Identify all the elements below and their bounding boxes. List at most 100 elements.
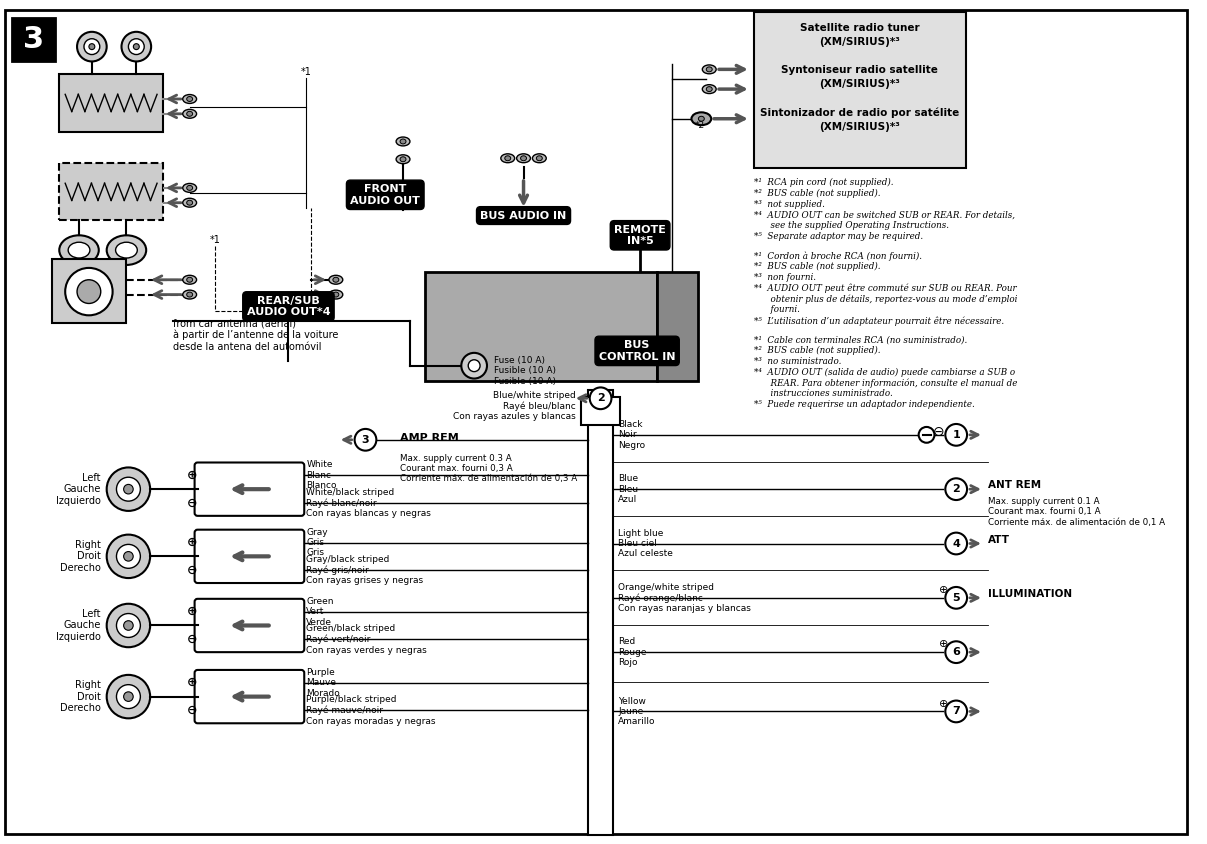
Bar: [59, 74, 163, 132]
Text: Green
Vert
Verde: Green Vert Verde: [307, 597, 333, 626]
Text: 4: 4: [952, 538, 960, 549]
Text: ⊕: ⊕: [186, 605, 197, 618]
Text: AMP REM: AMP REM: [400, 433, 459, 443]
Circle shape: [461, 353, 486, 379]
Circle shape: [106, 468, 150, 511]
Circle shape: [945, 587, 967, 609]
Text: *1: *1: [301, 68, 311, 78]
Text: *³  not supplied.: *³ not supplied.: [753, 200, 824, 208]
Text: ⊕: ⊕: [939, 585, 947, 595]
Ellipse shape: [333, 292, 339, 297]
Ellipse shape: [400, 157, 406, 162]
Text: from car antenna (aerial)
à partir de l’antenne de la voiture
desde la antena de: from car antenna (aerial) à partir de l’…: [173, 318, 338, 352]
Text: *²  BUS cable (not supplied).: *² BUS cable (not supplied).: [753, 189, 880, 198]
Text: 5: 5: [952, 592, 960, 603]
Text: ⊕: ⊕: [186, 676, 197, 690]
Text: White/black striped
Rayé blanc/noir
Con rayas blancas y negras: White/black striped Rayé blanc/noir Con …: [307, 488, 431, 518]
Text: *³  non fourni.: *³ non fourni.: [753, 273, 816, 282]
Text: Red
Rouge
Rojo: Red Rouge Rojo: [618, 637, 647, 667]
Bar: [657, 272, 699, 381]
Circle shape: [123, 620, 133, 630]
Circle shape: [468, 360, 480, 371]
Text: *¹  RCA pin cord (not supplied).: *¹ RCA pin cord (not supplied).: [753, 178, 893, 187]
FancyBboxPatch shape: [194, 598, 304, 652]
Ellipse shape: [692, 112, 711, 125]
Ellipse shape: [116, 242, 138, 258]
Ellipse shape: [706, 87, 712, 92]
Text: 3: 3: [362, 435, 369, 445]
Ellipse shape: [182, 183, 197, 192]
Text: REAR/SUB
AUDIO OUT*4: REAR/SUB AUDIO OUT*4: [246, 295, 331, 317]
Text: see the supplied Operating Instructions.: see the supplied Operating Instructions.: [753, 221, 949, 230]
Text: ⊕: ⊕: [186, 468, 197, 482]
Text: FRONT
AUDIO OUT: FRONT AUDIO OUT: [350, 184, 420, 206]
Circle shape: [123, 552, 133, 561]
Ellipse shape: [396, 137, 410, 146]
Text: BUS
CONTROL IN: BUS CONTROL IN: [599, 340, 676, 362]
Text: ⊖: ⊖: [186, 704, 197, 717]
Circle shape: [116, 614, 140, 637]
Ellipse shape: [330, 290, 343, 299]
Ellipse shape: [699, 116, 705, 122]
Circle shape: [945, 424, 967, 446]
Text: 6: 6: [952, 647, 960, 657]
Bar: [59, 163, 163, 220]
Ellipse shape: [501, 154, 514, 163]
Text: Light blue
Bleu ciel
Azul celeste: Light blue Bleu ciel Azul celeste: [618, 528, 674, 559]
Circle shape: [106, 675, 150, 718]
Text: *⁵  Separate adaptor may be required.: *⁵ Separate adaptor may be required.: [753, 232, 923, 241]
Text: Orange/white striped
Rayé orange/blanc
Con rayas naranjas y blancas: Orange/white striped Rayé orange/blanc C…: [618, 582, 751, 613]
Text: ⊕: ⊕: [939, 699, 947, 708]
Circle shape: [65, 268, 112, 316]
Ellipse shape: [187, 186, 193, 191]
Text: *2: *2: [694, 122, 705, 130]
Bar: [52, 259, 127, 323]
Circle shape: [919, 427, 934, 443]
Ellipse shape: [182, 290, 197, 299]
Text: ⊖: ⊖: [186, 564, 197, 576]
Text: Right
Droit
Derecho: Right Droit Derecho: [60, 540, 100, 573]
Text: Gray
Gris
Gris: Gray Gris Gris: [307, 528, 328, 557]
Ellipse shape: [182, 198, 197, 207]
Text: Max. supply current 0.1 A
Courant max. fourni 0,1 A
Corriente máx. de alimentaci: Max. supply current 0.1 A Courant max. f…: [987, 497, 1165, 527]
Ellipse shape: [187, 111, 193, 116]
Ellipse shape: [59, 235, 99, 265]
Text: *1: *1: [210, 235, 221, 246]
Ellipse shape: [702, 84, 716, 94]
Text: *⁵  L’utilisation d’un adaptateur pourrait être nécessaire.: *⁵ L’utilisation d’un adaptateur pourrai…: [753, 316, 1004, 326]
Circle shape: [116, 544, 140, 568]
Circle shape: [355, 429, 377, 451]
Text: 2: 2: [596, 393, 605, 403]
Text: REMOTE
IN*5: REMOTE IN*5: [614, 225, 666, 246]
Circle shape: [945, 533, 967, 555]
Ellipse shape: [182, 110, 197, 118]
Ellipse shape: [505, 156, 511, 160]
FancyBboxPatch shape: [194, 463, 304, 516]
Circle shape: [123, 692, 133, 701]
Text: ⊕: ⊕: [939, 639, 947, 649]
Text: *³  no suministrado.: *³ no suministrado.: [753, 357, 841, 365]
Text: *²  BUS cable (not supplied).: *² BUS cable (not supplied).: [753, 346, 880, 355]
Text: ⊖: ⊖: [186, 633, 197, 646]
Ellipse shape: [536, 156, 542, 160]
Text: ⊖: ⊖: [933, 425, 944, 439]
Ellipse shape: [520, 156, 526, 160]
Text: Yellow
Jaune
Amarillo: Yellow Jaune Amarillo: [618, 696, 655, 727]
Ellipse shape: [400, 139, 406, 144]
Text: *¹  Cable con terminales RCA (no suministrado).: *¹ Cable con terminales RCA (no suminist…: [753, 335, 967, 344]
Circle shape: [89, 44, 95, 50]
Text: 1: 1: [952, 430, 960, 440]
Text: Right
Droit
Derecho: Right Droit Derecho: [60, 680, 100, 713]
Circle shape: [116, 684, 140, 709]
Text: Max. supply current 0.3 A
Courant max. fourni 0,3 A
Corriente máx. de alimentaci: Max. supply current 0.3 A Courant max. f…: [400, 453, 577, 484]
Text: Fuse (10 A)
Fusible (10 A)
Fusible (10 A): Fuse (10 A) Fusible (10 A) Fusible (10 A…: [494, 356, 556, 386]
Text: *¹  Cordon à broche RCA (non fourni).: *¹ Cordon à broche RCA (non fourni).: [753, 252, 922, 261]
Text: Purple/black striped
Rayé mauve/noir
Con rayas moradas y negras: Purple/black striped Rayé mauve/noir Con…: [307, 695, 436, 726]
Ellipse shape: [532, 154, 547, 163]
Text: ATT: ATT: [987, 534, 1010, 544]
Circle shape: [123, 484, 133, 494]
Ellipse shape: [396, 154, 410, 164]
Text: Green/black striped
Rayé vert/noir
Con rayas verdes y negras: Green/black striped Rayé vert/noir Con r…: [307, 624, 427, 654]
Ellipse shape: [182, 95, 197, 104]
Circle shape: [106, 603, 150, 647]
